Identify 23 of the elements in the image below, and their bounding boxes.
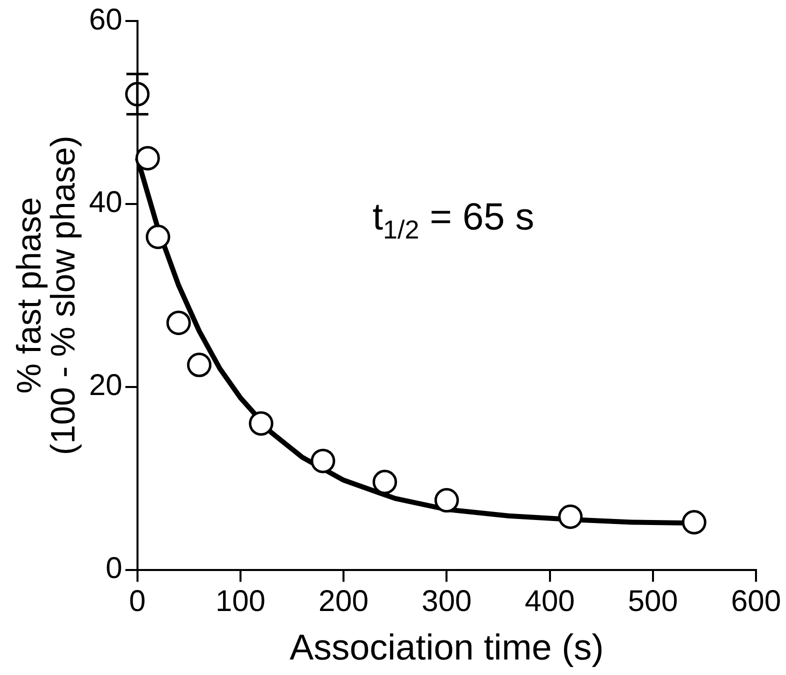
point: [372, 470, 398, 494]
x-tick-label: 200: [318, 585, 369, 618]
point: [310, 448, 336, 474]
point: [186, 352, 212, 378]
point: [166, 310, 191, 336]
x-tick-label: 100: [215, 585, 266, 618]
point: [682, 510, 706, 534]
point: [558, 504, 583, 529]
x-tick-label: 300: [422, 585, 472, 618]
x-tick-label: 600: [730, 585, 782, 618]
y-tick-label: 0: [106, 552, 122, 586]
y-tick-label: 40: [88, 186, 122, 220]
point: [434, 488, 459, 513]
y-tick-label: 20: [88, 369, 122, 402]
x-tick-label: 400: [524, 585, 575, 618]
x-tick-label: 0: [129, 585, 146, 618]
x-axis-title: Association time (s): [290, 626, 604, 668]
point: [146, 224, 170, 250]
point: [248, 411, 274, 436]
y-tick-label: 60: [88, 3, 122, 36]
x-tick-label: 500: [628, 585, 678, 618]
point: [135, 146, 160, 170]
y-axis-title: % fast phase (100 - % slow phase): [10, 136, 82, 456]
